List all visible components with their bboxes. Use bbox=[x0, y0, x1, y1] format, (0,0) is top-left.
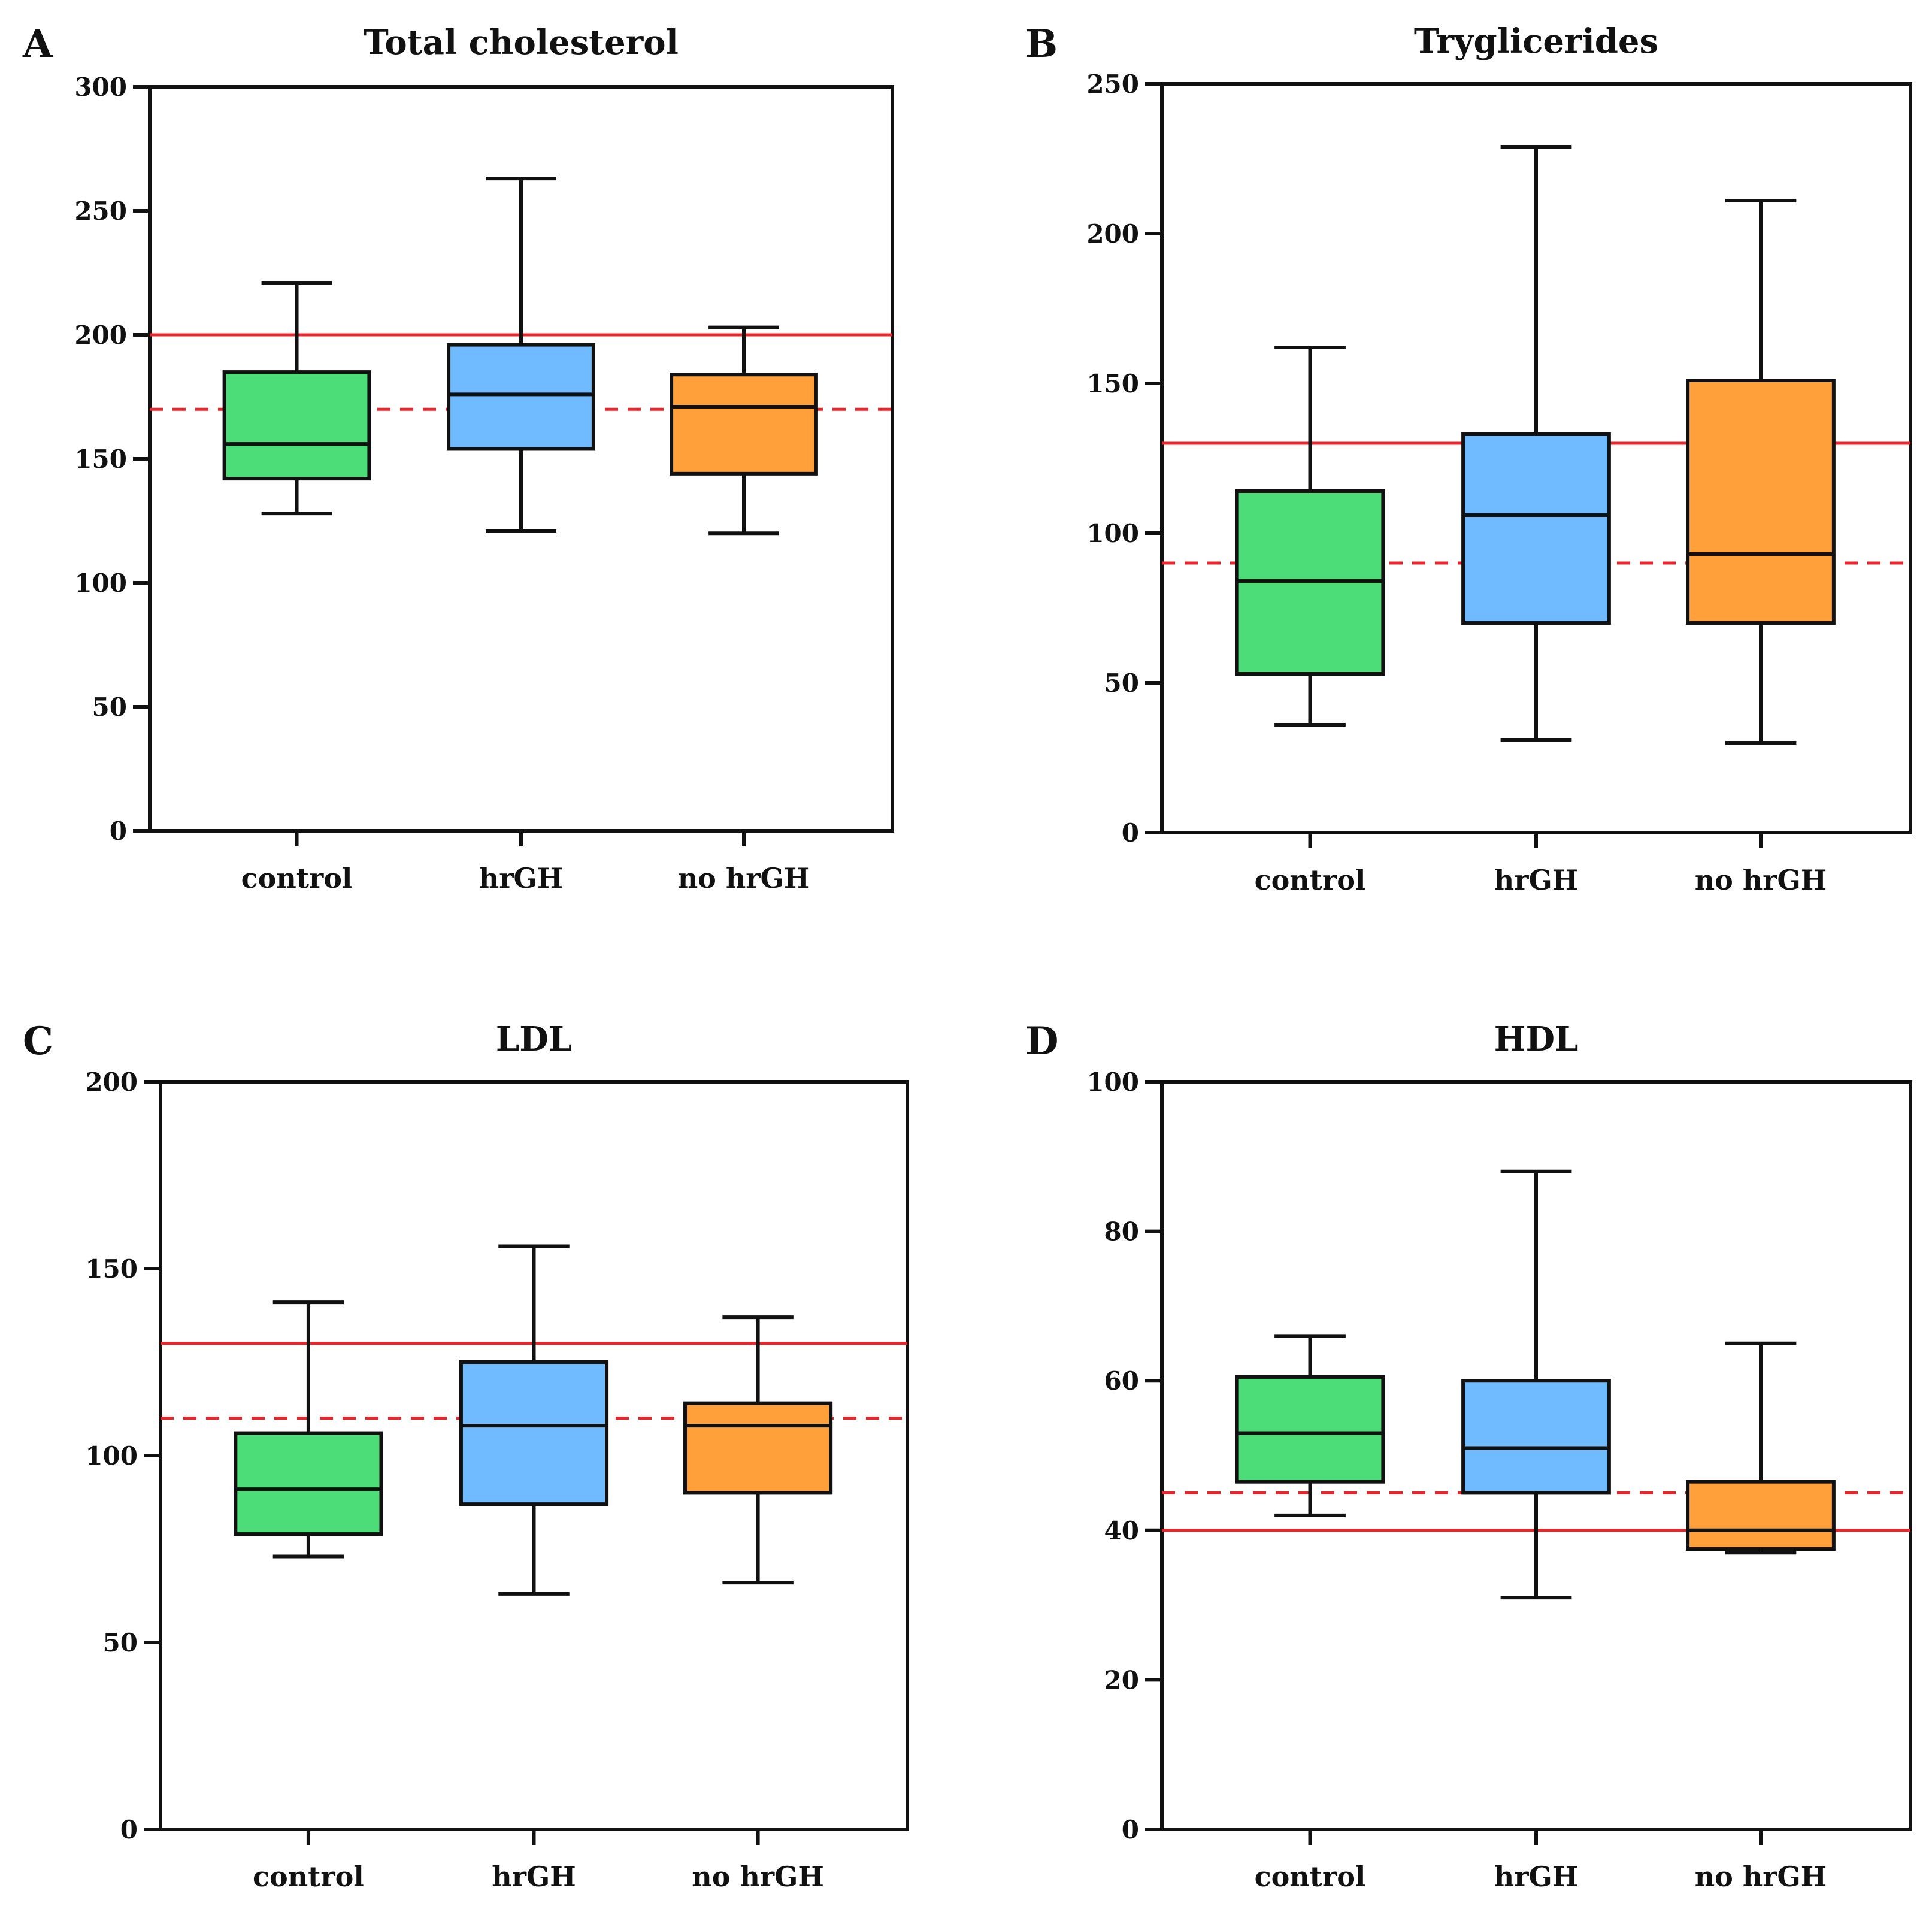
y-tick-label: 200 bbox=[74, 320, 127, 350]
box-hrgh bbox=[1461, 1169, 1611, 1600]
iqr-box bbox=[670, 373, 818, 476]
y-tick-label: 50 bbox=[1104, 668, 1139, 698]
x-tick-label: control bbox=[1255, 864, 1366, 896]
x-tick-label: no hrGH bbox=[678, 862, 810, 894]
panel-letter: B bbox=[1025, 22, 1058, 66]
chart-title: HDL bbox=[1494, 1019, 1579, 1059]
chart-title: Total cholesterol bbox=[364, 23, 679, 62]
chart-title: LDL bbox=[496, 1019, 572, 1059]
box-control bbox=[1235, 1334, 1385, 1517]
y-tick-label: 250 bbox=[1086, 69, 1139, 99]
y-tick-label: 100 bbox=[1086, 519, 1139, 548]
iqr-box bbox=[1461, 432, 1611, 625]
y-tick-label: 150 bbox=[1086, 369, 1139, 398]
y-tick-label: 0 bbox=[1122, 1815, 1139, 1844]
iqr-box bbox=[1686, 379, 1836, 625]
y-tick-label: 100 bbox=[85, 1441, 138, 1471]
x-tick-label: control bbox=[1255, 1860, 1366, 1893]
y-tick-label: 0 bbox=[110, 816, 127, 846]
box-hrgh bbox=[447, 177, 595, 533]
box-control bbox=[222, 281, 371, 516]
panel-b: B Tryglicerides 0 50 100 150 200 250 control hrGH… bbox=[1025, 22, 1912, 896]
y-tick-label: 20 bbox=[1104, 1665, 1139, 1695]
panel-c: C LDL 0 50 100 150 200 control hrGH no hrGH bbox=[23, 1019, 909, 1893]
iqr-box bbox=[459, 1360, 609, 1506]
panel-d: D HDL 0 20 40 60 80 100 control hrGH no hrGH bbox=[1025, 1019, 1912, 1893]
panel-letter: C bbox=[23, 1019, 53, 1064]
box-hrgh bbox=[459, 1244, 609, 1596]
panel-a: A Total cholesterol 0 50 100 150 200 250 300 cont… bbox=[22, 22, 894, 894]
iqr-box bbox=[1461, 1379, 1611, 1495]
box-no-hrgh bbox=[670, 325, 818, 536]
x-tick-label: control bbox=[253, 1860, 364, 1893]
y-tick-label: 50 bbox=[92, 692, 127, 722]
box-control bbox=[1235, 346, 1385, 727]
panel-letter: D bbox=[1025, 1019, 1059, 1064]
iqr-box bbox=[234, 1431, 383, 1536]
x-tick-label: no hrGH bbox=[1695, 1860, 1827, 1893]
iqr-box bbox=[447, 343, 595, 451]
y-tick-label: 50 bbox=[103, 1628, 138, 1657]
y-tick-label: 200 bbox=[1086, 219, 1139, 249]
iqr-box bbox=[1235, 1375, 1385, 1484]
y-tick-label: 100 bbox=[74, 568, 127, 598]
y-tick-label: 150 bbox=[85, 1254, 138, 1284]
iqr-box bbox=[222, 370, 371, 481]
y-tick-label: 0 bbox=[1122, 818, 1139, 848]
y-tick-label: 40 bbox=[1104, 1516, 1139, 1545]
box-no-hrgh bbox=[1686, 199, 1836, 745]
y-tick-label: 0 bbox=[120, 1815, 138, 1844]
box-control bbox=[234, 1300, 383, 1559]
box-no-hrgh bbox=[683, 1315, 833, 1585]
y-tick-label: 80 bbox=[1104, 1217, 1139, 1247]
x-tick-label: no hrGH bbox=[1695, 864, 1827, 896]
y-tick-label: 60 bbox=[1104, 1366, 1139, 1396]
y-tick-label: 300 bbox=[74, 72, 127, 102]
y-tick-label: 100 bbox=[1086, 1067, 1139, 1097]
x-tick-label: control bbox=[241, 862, 353, 894]
x-tick-label: hrGH bbox=[479, 862, 563, 894]
box-hrgh bbox=[1461, 145, 1611, 742]
chart-title: Tryglicerides bbox=[1414, 22, 1658, 61]
x-tick-label: hrGH bbox=[1494, 864, 1578, 896]
iqr-box bbox=[683, 1401, 833, 1495]
y-tick-label: 250 bbox=[74, 196, 127, 226]
panel-letter: A bbox=[22, 22, 53, 66]
x-tick-label: hrGH bbox=[1494, 1860, 1578, 1893]
x-tick-label: hrGH bbox=[492, 1860, 576, 1893]
x-tick-label: no hrGH bbox=[692, 1860, 824, 1893]
box-no-hrgh bbox=[1686, 1341, 1836, 1555]
iqr-box bbox=[1686, 1480, 1836, 1551]
y-tick-label: 200 bbox=[85, 1067, 138, 1097]
y-tick-label: 150 bbox=[74, 444, 127, 474]
